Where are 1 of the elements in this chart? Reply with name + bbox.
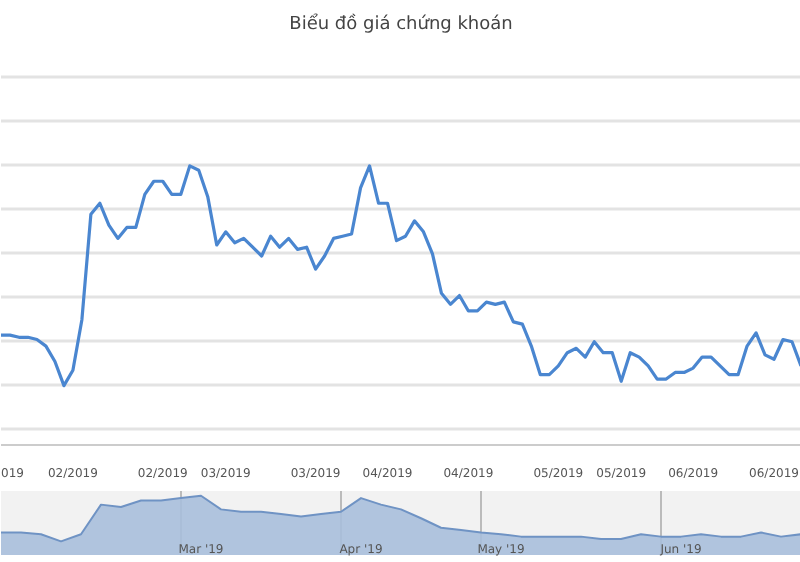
chart-title: Biểu đồ giá chứng khoán xyxy=(289,13,513,35)
